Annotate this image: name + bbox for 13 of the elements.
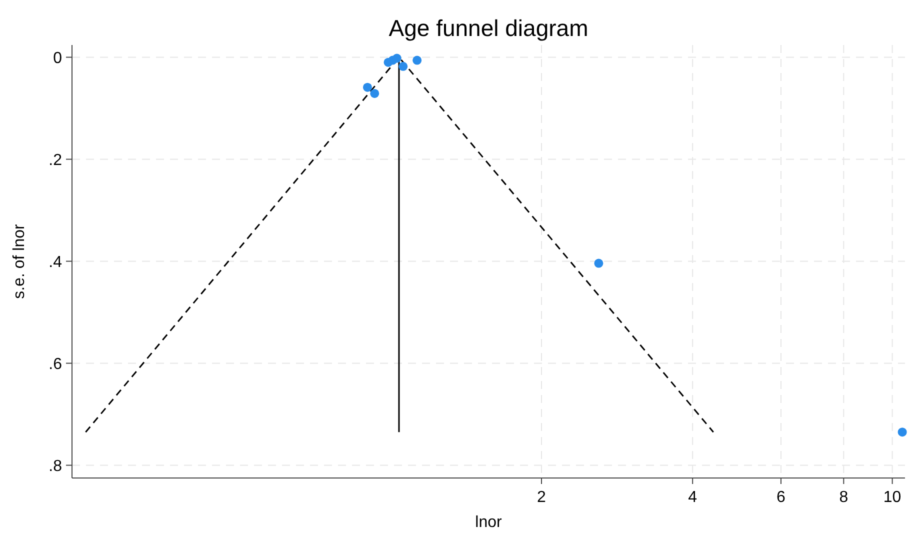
x-tick-label: 4 <box>688 489 698 506</box>
y-tick-label: .4 <box>48 254 62 271</box>
y-tick-label: .6 <box>48 356 62 373</box>
y-tick-label: .2 <box>48 152 62 169</box>
x-axis-title: lnor <box>475 514 503 531</box>
chart-title: Age funnel diagram <box>388 15 588 41</box>
x-tick-label: 8 <box>839 489 848 506</box>
y-tick-label: .8 <box>48 458 62 475</box>
x-tick-label: 10 <box>883 489 902 506</box>
x-tick-label: 6 <box>776 489 786 506</box>
x-tick-label: 2 <box>537 489 546 506</box>
y-tick-label: 0 <box>53 50 62 67</box>
y-axis-title: s.e. of lnor <box>11 223 28 299</box>
